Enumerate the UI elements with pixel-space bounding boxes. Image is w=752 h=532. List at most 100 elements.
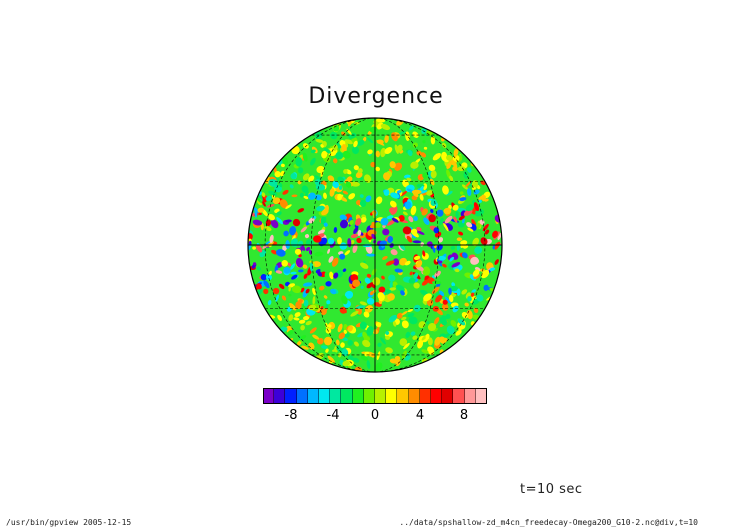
field-blob [461, 311, 469, 319]
field-blob [375, 362, 383, 372]
field-blob [300, 335, 307, 340]
field-blob [266, 204, 275, 208]
field-blob [366, 273, 372, 278]
field-blob [455, 329, 462, 336]
field-blob [448, 295, 454, 303]
field-blob [423, 217, 430, 225]
field-blob [400, 290, 405, 296]
field-blob [445, 190, 453, 196]
field-blob [317, 229, 325, 235]
field-blob [275, 294, 279, 302]
field-blob [401, 320, 409, 329]
field-blob [324, 204, 329, 213]
field-blob [422, 140, 426, 144]
field-blob [403, 342, 410, 350]
field-blob [353, 227, 359, 235]
field-blob [404, 201, 412, 210]
field-blob [365, 195, 372, 203]
field-blob [353, 357, 360, 363]
field-blob [439, 336, 446, 344]
field-blob [355, 171, 363, 179]
field-blob [327, 355, 336, 364]
field-blob [426, 299, 434, 307]
field-blob [427, 323, 437, 331]
field-blob [305, 320, 312, 326]
field-blob [389, 207, 394, 213]
field-blob [290, 238, 298, 247]
field-blob [382, 224, 386, 228]
field-blob [484, 229, 490, 235]
field-blob [310, 157, 316, 166]
field-blob [445, 313, 451, 319]
field-blob [301, 345, 309, 350]
field-blob [255, 244, 263, 253]
field-blob [360, 355, 369, 361]
field-blob [278, 283, 285, 290]
field-blob [294, 248, 302, 255]
field-blob [298, 269, 304, 273]
colorbar-swatch [296, 388, 308, 404]
field-blob [293, 317, 300, 321]
field-blob [420, 152, 427, 158]
field-blob [291, 194, 298, 198]
field-blob [326, 300, 331, 305]
field-blob [449, 285, 459, 292]
field-blob [338, 332, 346, 340]
field-blob [364, 277, 371, 284]
field-blob [339, 253, 346, 260]
field-blob [438, 237, 444, 243]
field-blob [402, 226, 412, 235]
field-blob [478, 195, 486, 200]
field-blob [399, 244, 406, 251]
field-blob [380, 337, 386, 345]
field-blob [305, 239, 314, 246]
field-blob [274, 184, 282, 193]
field-blob [345, 181, 352, 188]
field-blob [356, 237, 362, 244]
field-blob [299, 192, 304, 198]
colorbar-tick-label: -4 [326, 408, 340, 423]
colorbar-swatch [375, 388, 387, 404]
field-blob [303, 299, 309, 307]
field-blob [353, 165, 359, 171]
field-blob [327, 175, 335, 182]
field-blob [479, 268, 485, 272]
field-blob [325, 303, 329, 310]
field-blob [366, 326, 374, 336]
field-blob [297, 341, 302, 346]
field-blob [396, 190, 402, 194]
field-blob [350, 310, 359, 317]
field-blob [478, 199, 482, 203]
field-blob [434, 270, 441, 278]
field-blob [394, 355, 401, 361]
field-blob [339, 242, 347, 250]
field-blob [377, 292, 385, 301]
field-blob [381, 275, 385, 280]
field-blob [317, 337, 324, 345]
field-blob [320, 216, 327, 225]
colorbar-swatch [386, 388, 398, 404]
field-blob [256, 283, 262, 290]
field-blob [471, 289, 476, 294]
field-blob [263, 280, 270, 289]
field-blob [350, 181, 360, 187]
field-blob [408, 316, 418, 325]
field-blob [404, 174, 411, 179]
field-blob [290, 263, 296, 270]
field-blob [300, 325, 305, 331]
field-blob [389, 287, 397, 291]
field-blob [391, 132, 398, 142]
field-blob [347, 176, 353, 182]
field-blob [272, 287, 280, 295]
field-blob [457, 245, 461, 250]
colorbar-swatch [263, 388, 275, 404]
field-blob [271, 249, 278, 255]
field-blob [325, 348, 329, 353]
field-blob [470, 257, 480, 265]
field-blob [323, 147, 331, 154]
field-blob [252, 246, 256, 250]
field-blob [327, 248, 331, 254]
graticule-line [311, 118, 376, 372]
field-blob [257, 207, 265, 213]
